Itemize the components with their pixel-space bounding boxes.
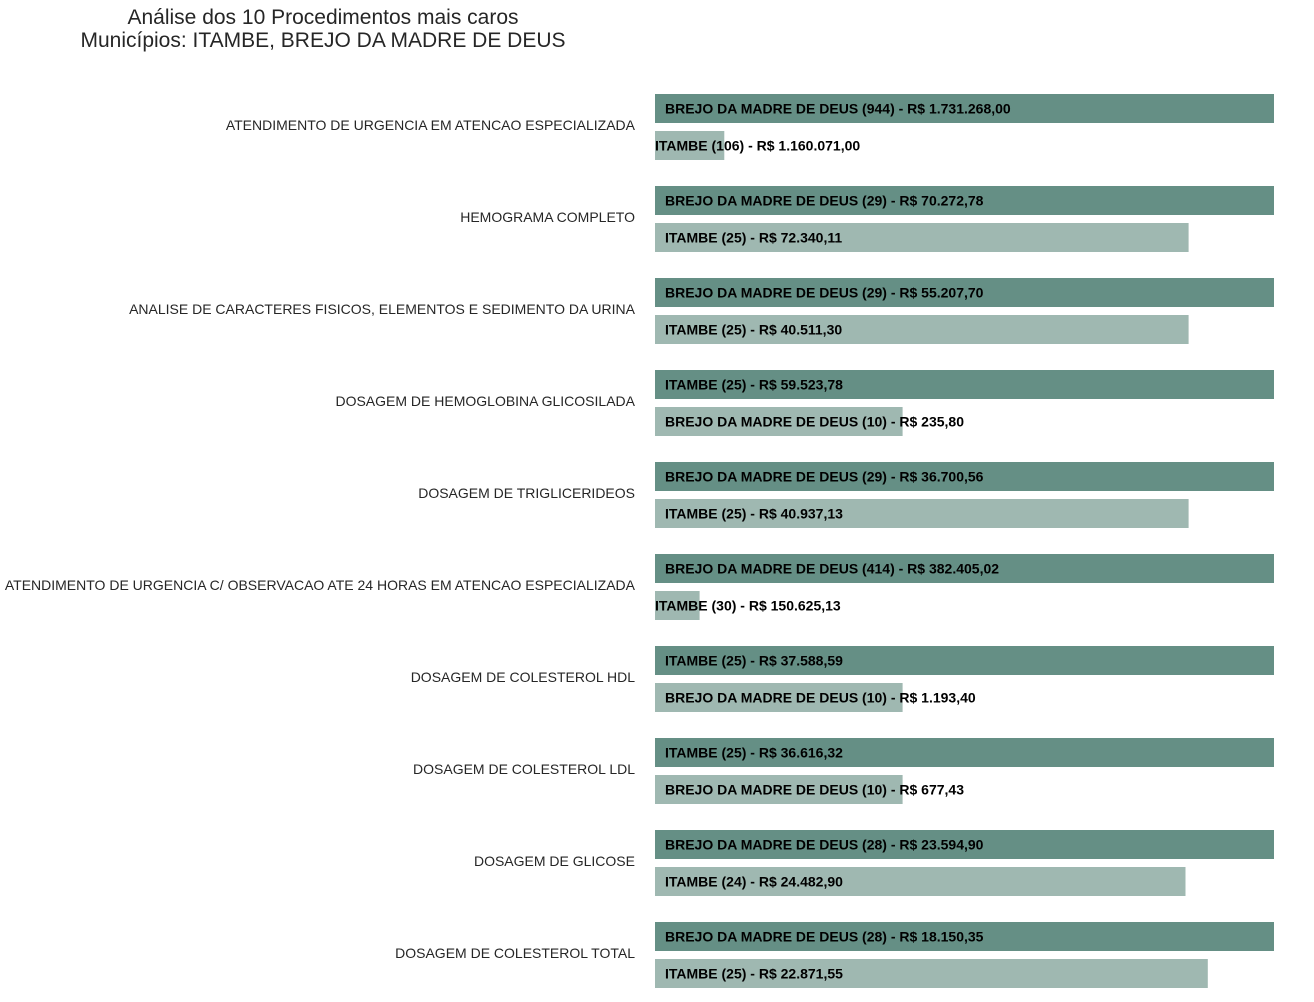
- bar-secondary: [655, 131, 725, 160]
- bar-primary: [655, 370, 1274, 399]
- bar-secondary: [655, 867, 1186, 896]
- bar-primary: [655, 94, 1274, 123]
- bar-primary: [655, 922, 1274, 951]
- category-label: DOSAGEM DE HEMOGLOBINA GLICOSILADA: [335, 393, 635, 409]
- bar-primary: [655, 646, 1274, 675]
- category-label: DOSAGEM DE COLESTEROL LDL: [413, 761, 635, 777]
- category-label: DOSAGEM DE GLICOSE: [474, 853, 635, 869]
- bar-data-label: ITAMBE (25) - R$ 40.511,30: [665, 322, 842, 338]
- bar-secondary: [655, 499, 1189, 528]
- category-label: DOSAGEM DE TRIGLICERIDEOS: [418, 485, 635, 501]
- bar-secondary: [655, 775, 903, 804]
- bar-primary: [655, 738, 1274, 767]
- bar-secondary: [655, 959, 1208, 988]
- bar-primary: [655, 186, 1274, 215]
- bar-secondary: [655, 223, 1189, 252]
- bar-data-label: ITAMBE (30) - R$ 150.625,13: [655, 598, 841, 614]
- bar-data-label: BREJO DA MADRE DE DEUS (10) - R$ 235,80: [665, 414, 964, 430]
- bar-data-label: BREJO DA MADRE DE DEUS (29) - R$ 70.272,…: [665, 193, 984, 209]
- bar-primary: [655, 830, 1274, 859]
- bar-data-label: ITAMBE (25) - R$ 72.340,11: [665, 230, 842, 246]
- bar-data-label: ITAMBE (25) - R$ 59.523,78: [665, 377, 843, 393]
- category-label: DOSAGEM DE COLESTEROL TOTAL: [395, 945, 635, 961]
- bar-data-label: BREJO DA MADRE DE DEUS (10) - R$ 677,43: [665, 782, 964, 798]
- chart-subtitle-line: Municípios: ITAMBE, BREJO DA MADRE DE DE…: [80, 29, 566, 52]
- bar-data-label: ITAMBE (106) - R$ 1.160.071,00: [655, 138, 860, 154]
- bar-secondary: [655, 315, 1189, 344]
- bar-secondary: [655, 591, 700, 620]
- bar-data-label: ITAMBE (25) - R$ 22.871,55: [665, 966, 843, 982]
- bar-data-label: BREJO DA MADRE DE DEUS (28) - R$ 18.150,…: [665, 929, 984, 945]
- bar-data-label: ITAMBE (24) - R$ 24.482,90: [665, 874, 843, 890]
- bar-data-label: BREJO DA MADRE DE DEUS (944) - R$ 1.731.…: [665, 101, 1011, 117]
- bar-data-label: ITAMBE (25) - R$ 36.616,32: [665, 745, 843, 761]
- bar-data-label: ITAMBE (25) - R$ 37.588,59: [665, 653, 843, 669]
- chart-title: Análise dos 10 Procedimentos mais caros …: [0, 6, 646, 52]
- category-label: ANALISE DE CARACTERES FISICOS, ELEMENTOS…: [129, 301, 636, 317]
- bar-data-label: BREJO DA MADRE DE DEUS (10) - R$ 1.193,4…: [665, 690, 976, 706]
- bar-data-label: BREJO DA MADRE DE DEUS (28) - R$ 23.594,…: [665, 837, 984, 853]
- chart-title-line: Análise dos 10 Procedimentos mais caros: [127, 6, 519, 29]
- category-label: HEMOGRAMA COMPLETO: [460, 209, 635, 225]
- bar-data-label: ITAMBE (25) - R$ 40.937,13: [665, 506, 843, 522]
- bar-primary: [655, 554, 1274, 583]
- category-label: ATENDIMENTO DE URGENCIA C/ OBSERVACAO AT…: [5, 577, 636, 593]
- bar-secondary: [655, 407, 903, 436]
- bar-data-label: BREJO DA MADRE DE DEUS (29) - R$ 36.700,…: [665, 469, 984, 485]
- category-label: ATENDIMENTO DE URGENCIA EM ATENCAO ESPEC…: [226, 117, 636, 133]
- bar-primary: [655, 462, 1274, 491]
- bar-primary: [655, 278, 1274, 307]
- bar-data-label: BREJO DA MADRE DE DEUS (29) - R$ 55.207,…: [665, 285, 984, 301]
- category-label: DOSAGEM DE COLESTEROL HDL: [411, 669, 636, 685]
- bar-data-label: BREJO DA MADRE DE DEUS (414) - R$ 382.40…: [665, 561, 999, 577]
- bar-secondary: [655, 683, 903, 712]
